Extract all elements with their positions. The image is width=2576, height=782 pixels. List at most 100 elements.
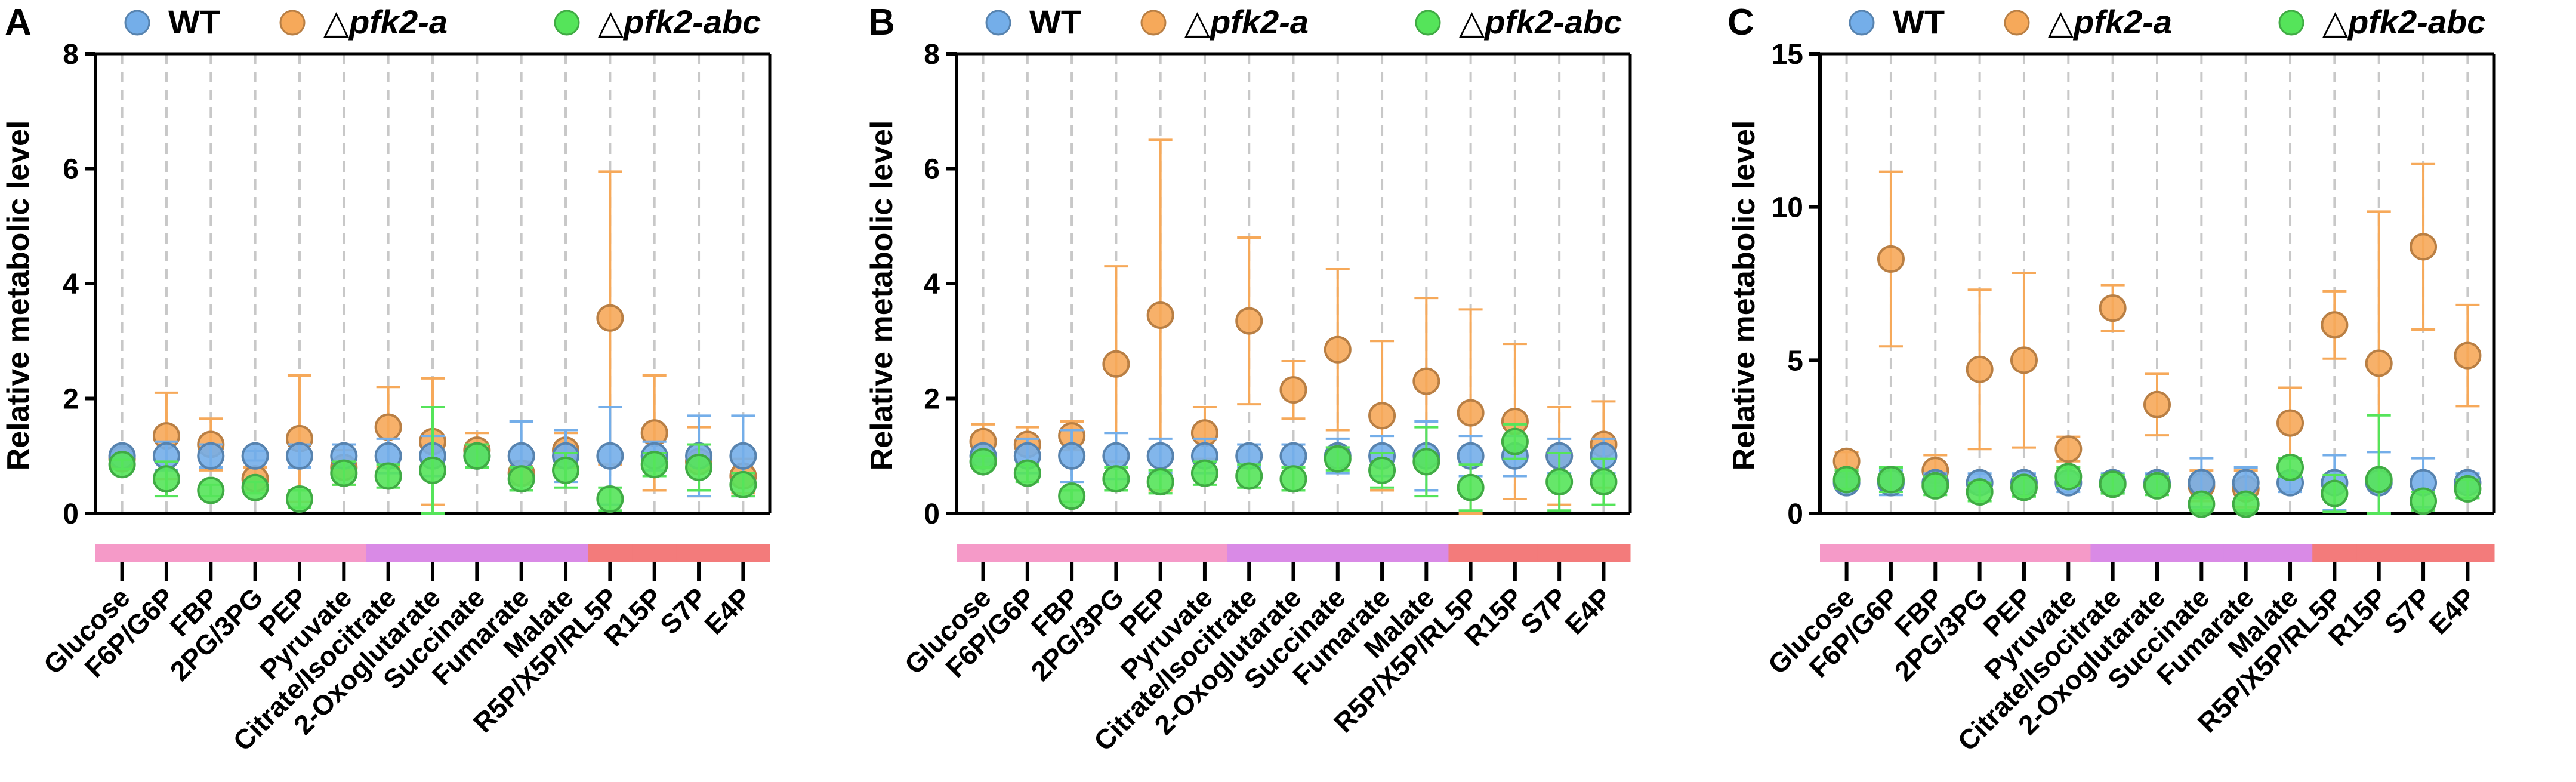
pathway-bar	[95, 544, 145, 562]
y-tick-label: 4	[924, 269, 940, 300]
data-point	[1832, 466, 1861, 494]
legend: WT △pfk2-a △pfk2-abc	[124, 3, 761, 41]
legend-item: WT	[1849, 3, 1945, 41]
data-point	[2365, 466, 2393, 494]
pathway-bar	[588, 544, 633, 562]
legend-item: △pfk2-abc	[2278, 3, 2485, 41]
y-tick-label: 2	[924, 384, 940, 415]
pathway-bar	[1359, 544, 1405, 562]
pathway-bar	[144, 544, 189, 562]
panel-label: C	[1727, 2, 1754, 43]
x-tick-label: S7P	[2378, 581, 2437, 640]
data-point	[285, 485, 313, 513]
data-point	[1457, 473, 1485, 501]
data-point	[2365, 349, 2393, 377]
data-point	[2321, 311, 2349, 339]
pathway-bar	[1581, 544, 1631, 562]
data-point	[1501, 427, 1529, 455]
pathway-bar	[543, 544, 588, 562]
data-point	[1368, 456, 1396, 484]
pathway-bar	[721, 544, 770, 562]
data-point	[285, 442, 313, 470]
x-tick-label: E4P	[1559, 581, 1617, 640]
pathway-bar	[1271, 544, 1316, 562]
data-point	[1102, 350, 1130, 378]
data-point	[1590, 468, 1618, 496]
data-point	[2010, 346, 2038, 374]
y-tick-label: 6	[63, 154, 79, 186]
data-point	[152, 465, 180, 493]
data-point	[2054, 435, 2083, 463]
panel-B: B WT △pfk2-a △pfk2-abc 0 2 4 6 8 Relative metabol…	[865, 2, 1632, 757]
panel-label: B	[868, 2, 895, 43]
data-point	[1324, 445, 1352, 473]
data-point	[2188, 490, 2216, 518]
legend-marker	[1140, 10, 1167, 36]
y-tick-label: 0	[63, 498, 79, 530]
data-point	[1058, 442, 1086, 470]
y-tick-label: 10	[1772, 192, 1803, 224]
data-point	[1013, 459, 1041, 487]
pathway-bar	[2312, 544, 2358, 562]
legend-marker	[554, 10, 580, 36]
y-tick-label: 15	[1772, 39, 1803, 70]
pathway-bar	[676, 544, 721, 562]
legend-label: WT	[1893, 3, 1945, 41]
data-point	[2143, 390, 2171, 418]
panel-A: A WT △pfk2-a △pfk2-abc 0 2 4 6 8 Relative metabol…	[1, 2, 772, 757]
series-pfk2-abc	[108, 405, 757, 515]
pathway-bar	[957, 544, 1006, 562]
pathway-bar	[2179, 544, 2225, 562]
pathway-bar	[322, 544, 366, 562]
data-point	[463, 442, 491, 470]
data-point	[1279, 376, 1307, 404]
pathway-bar	[1448, 544, 1494, 562]
pathway-bar	[233, 544, 278, 562]
legend-marker	[2004, 10, 2030, 36]
data-point	[1412, 448, 1440, 476]
pathway-bar	[2134, 544, 2180, 562]
data-point	[2054, 463, 2083, 491]
data-point	[1102, 465, 1130, 493]
pathway-bar	[1820, 544, 1869, 562]
legend-label: △pfk2-abc	[598, 3, 761, 41]
data-point	[2099, 470, 2127, 498]
y-tick-label: 5	[1787, 345, 1803, 377]
pathway-bar	[2401, 544, 2446, 562]
legend: WT △pfk2-a △pfk2-abc	[1849, 3, 2485, 41]
y-tick-label: 4	[63, 269, 79, 300]
legend-marker	[124, 10, 150, 36]
y-tick-label: 2	[63, 384, 79, 415]
data-point	[1146, 301, 1174, 329]
pathway-bar	[1138, 544, 1183, 562]
pathway-bar	[2090, 544, 2136, 562]
data-point	[241, 442, 269, 470]
y-tick-label: 0	[924, 498, 940, 530]
data-point	[552, 456, 580, 484]
data-point	[2410, 233, 2438, 261]
data-point	[1279, 465, 1307, 493]
data-point	[1146, 442, 1174, 470]
data-point	[1966, 355, 1994, 383]
data-point	[2454, 341, 2482, 370]
pathway-bar	[2223, 544, 2269, 562]
legend-item: △pfk2-a	[2004, 3, 2172, 41]
pathway-bar	[410, 544, 455, 562]
panel-label: A	[5, 2, 32, 43]
pathway-bar	[1094, 544, 1139, 562]
pathway-bar	[277, 544, 322, 562]
pathway-bar	[1492, 544, 1538, 562]
pathway-bar	[1049, 544, 1094, 562]
pathway-bar	[1957, 544, 2003, 562]
x-tick-label: S7P	[1514, 581, 1573, 640]
x-tick-label: E4P	[2423, 581, 2481, 640]
data-point	[197, 476, 225, 504]
data-point	[729, 442, 757, 470]
data-point	[507, 442, 535, 470]
y-tick-label: 8	[924, 39, 940, 70]
pathway-bar	[2356, 544, 2402, 562]
y-axis-title: Relative metabolic level	[1727, 121, 1761, 471]
pathway-bar	[2001, 544, 2047, 562]
y-tick-label: 8	[63, 39, 79, 70]
